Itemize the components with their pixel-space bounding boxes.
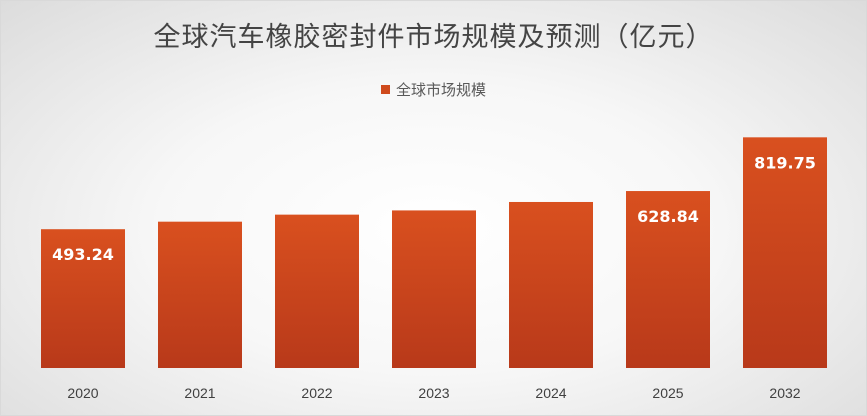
legend-label: 全球市场规模 <box>395 81 486 99</box>
bar-2025 <box>626 191 710 368</box>
x-tick-label: 2023 <box>418 385 449 401</box>
bar-2020 <box>41 229 125 368</box>
x-tick-label: 2020 <box>67 385 98 401</box>
bar-2022 <box>275 214 359 368</box>
bar-2021 <box>158 221 242 368</box>
x-tick-label: 2032 <box>769 385 800 401</box>
legend: 全球市场规模 <box>1 79 866 100</box>
x-tick-label: 2024 <box>535 385 566 401</box>
bar-2032 <box>743 137 827 368</box>
data-label: 493.24 <box>52 245 114 264</box>
legend-swatch <box>380 85 390 94</box>
x-tick-label: 2021 <box>184 385 215 401</box>
data-label: 819.75 <box>754 153 816 172</box>
bar-2023 <box>392 210 476 368</box>
bar-2024 <box>509 201 593 368</box>
x-tick-label: 2025 <box>652 385 683 401</box>
data-label: 628.84 <box>637 207 699 226</box>
chart-title: 全球汽车橡胶密封件市场规模及预测（亿元） <box>153 22 714 53</box>
x-tick-label: 2022 <box>301 385 332 401</box>
